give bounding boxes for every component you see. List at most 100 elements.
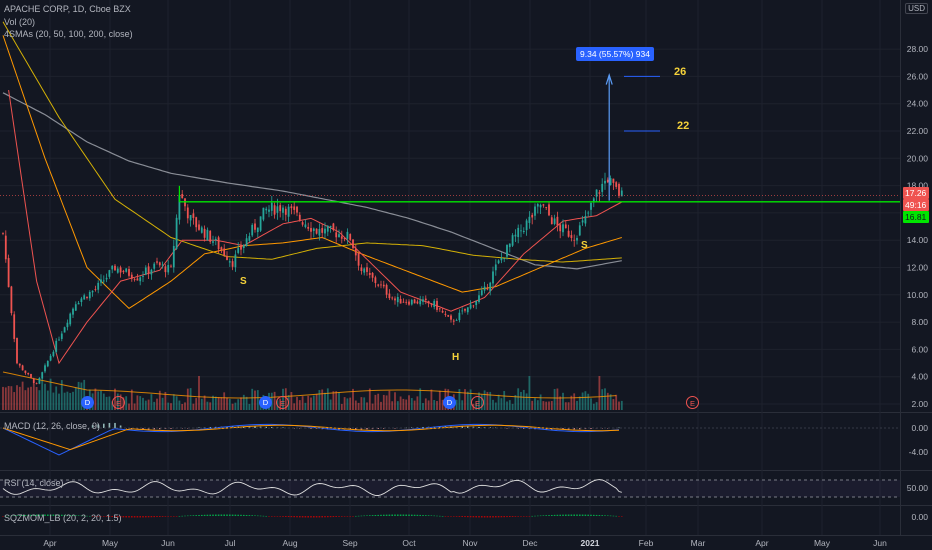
candle-body bbox=[520, 230, 522, 232]
volume-bar bbox=[226, 397, 228, 410]
volume-bar bbox=[133, 403, 136, 410]
sqz-bar bbox=[355, 515, 357, 517]
sqz-bar bbox=[492, 516, 494, 518]
volume-bar bbox=[405, 399, 408, 410]
candle-body bbox=[441, 310, 444, 313]
candle-body bbox=[548, 204, 550, 216]
volume-bar bbox=[7, 386, 10, 410]
macd-histogram-bar bbox=[371, 428, 374, 430]
volume-bar bbox=[483, 390, 486, 410]
candle-body bbox=[284, 208, 287, 215]
volume-bar bbox=[427, 400, 430, 410]
volume-bar bbox=[592, 403, 595, 410]
earnings-marker[interactable]: E bbox=[276, 396, 289, 409]
sqz-bar bbox=[383, 514, 385, 516]
macd-histogram-bar bbox=[461, 426, 463, 428]
macd-histogram-bar bbox=[377, 428, 379, 429]
dividend-marker[interactable]: D bbox=[259, 396, 272, 409]
candle-body bbox=[494, 264, 497, 271]
volume-bar bbox=[58, 393, 60, 410]
macd-histogram-bar bbox=[153, 428, 155, 430]
volume-bar bbox=[598, 376, 601, 410]
dividend-marker[interactable]: D bbox=[443, 396, 456, 409]
sqz-bar bbox=[430, 515, 433, 517]
macd-tick-label: -4.00 bbox=[909, 447, 929, 457]
earnings-marker[interactable]: E bbox=[112, 396, 125, 409]
sqz-bar bbox=[497, 516, 500, 518]
candle-body bbox=[338, 234, 340, 238]
sqz-bar bbox=[75, 515, 77, 516]
earnings-marker[interactable]: E bbox=[686, 396, 699, 409]
sqz-bar bbox=[458, 516, 461, 517]
sqz-bar bbox=[503, 516, 505, 518]
volume-bar bbox=[514, 395, 517, 410]
sqz-bar bbox=[248, 515, 251, 516]
candle-body bbox=[444, 313, 447, 315]
price-axis[interactable]: 2.004.006.008.0010.0012.0014.0016.0018.0… bbox=[907, 44, 929, 522]
sqz-bar bbox=[156, 516, 158, 518]
sqz-bar bbox=[91, 516, 94, 517]
sqz-label: SQZMOM_LB (20, 2, 20, 1.5) bbox=[4, 513, 122, 523]
sqz-bar bbox=[21, 515, 24, 516]
sqz-bar bbox=[343, 516, 346, 517]
volume-bar bbox=[578, 396, 581, 410]
earnings-marker[interactable]: E bbox=[471, 396, 484, 409]
volume-bar bbox=[125, 396, 128, 410]
time-tick-label: Mar bbox=[691, 538, 706, 548]
candle-body bbox=[326, 225, 329, 232]
sqz-bar bbox=[327, 516, 329, 518]
volume-bar bbox=[2, 386, 4, 410]
volume-bar bbox=[223, 392, 226, 410]
sqz-bar bbox=[262, 515, 265, 517]
volume-bar bbox=[371, 403, 374, 410]
sqz-bar bbox=[618, 516, 620, 517]
sqz-bar bbox=[119, 516, 122, 518]
sqz-bar bbox=[47, 514, 49, 516]
volume-bar bbox=[248, 403, 251, 410]
macd-histogram-bar bbox=[439, 426, 441, 428]
sqz-bar bbox=[313, 516, 315, 518]
sqz-bar bbox=[425, 515, 427, 516]
sqz-bar bbox=[453, 516, 455, 517]
candle-body bbox=[170, 265, 172, 267]
sqz-bar bbox=[192, 515, 195, 516]
volume-bar bbox=[402, 398, 405, 410]
candle-body bbox=[556, 216, 559, 226]
candle-body bbox=[573, 239, 576, 241]
sqz-bar bbox=[391, 514, 393, 516]
volume-bar bbox=[217, 397, 220, 410]
sqz-bar bbox=[444, 516, 447, 517]
candle-body bbox=[399, 298, 402, 304]
sqz-bar bbox=[89, 515, 91, 517]
macd-histogram-bar bbox=[467, 426, 469, 428]
sqz-bar bbox=[16, 515, 18, 516]
volume-bar bbox=[559, 396, 562, 410]
sqz-bar bbox=[500, 516, 503, 518]
candle-body bbox=[58, 339, 60, 341]
currency-badge[interactable]: USD bbox=[905, 3, 928, 14]
macd-histogram-bar bbox=[147, 428, 150, 430]
sqz-bar bbox=[108, 516, 111, 517]
dividend-marker[interactable]: D bbox=[81, 396, 94, 409]
sqz-bar bbox=[19, 515, 21, 516]
sqz-bar bbox=[427, 515, 430, 516]
macd-histogram-bar bbox=[310, 428, 312, 429]
volume-bar bbox=[408, 395, 410, 410]
sqz-bar bbox=[310, 516, 312, 518]
candle-body bbox=[114, 265, 116, 271]
candle-body bbox=[66, 322, 69, 328]
target-26-label: 26 bbox=[674, 66, 687, 78]
candle-body bbox=[424, 298, 427, 301]
macd-histogram-bar bbox=[97, 424, 99, 428]
volume-bar bbox=[332, 391, 335, 410]
time-tick-label: Sep bbox=[342, 538, 357, 548]
candle-body bbox=[419, 300, 422, 305]
candle-body bbox=[60, 333, 63, 339]
time-axis[interactable]: Apr May Jun Jul Aug Sep Oct Nov Dec 2021 Feb Mar Apr… bbox=[43, 538, 887, 548]
volume-bar bbox=[433, 400, 436, 410]
volume-bar bbox=[186, 388, 189, 410]
volume-bar bbox=[296, 396, 298, 410]
sqz-bar bbox=[243, 514, 245, 516]
sqz-bar bbox=[416, 514, 419, 516]
